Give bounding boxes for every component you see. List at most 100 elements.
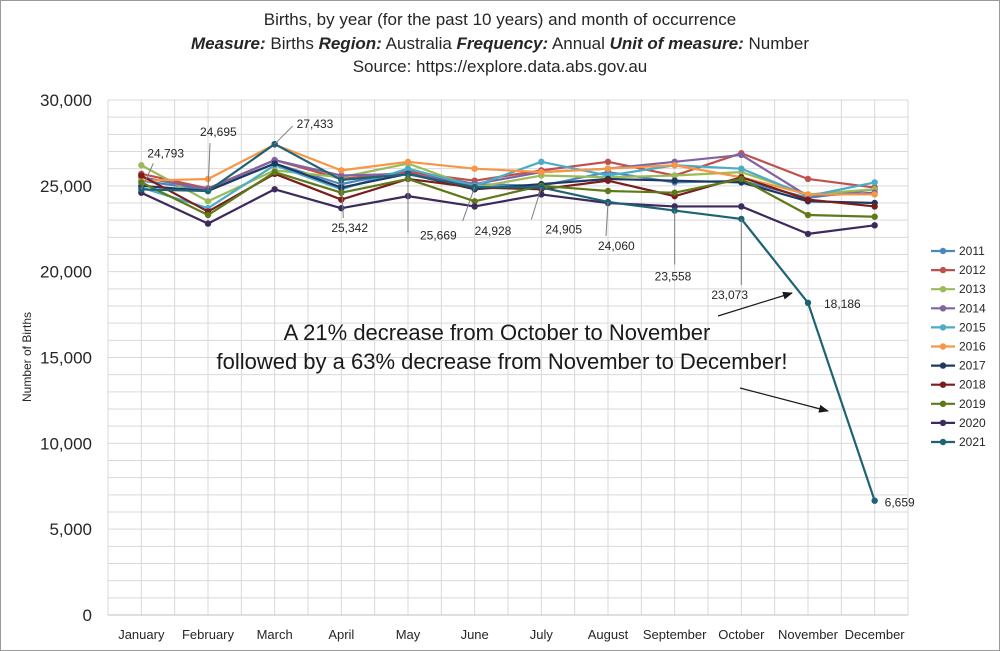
data-point-2020 [804,230,812,238]
data-point-2021 [338,176,345,184]
data-label: 18,186 [824,297,861,311]
x-axis-ticks: January February March April May June July Augu… [118,627,905,642]
data-point-2017 [271,160,278,167]
data-point-2016 [471,165,478,172]
data-labels: 24,793 24,695 27,433 25,342 25,669 24,928 24,9… [147,117,915,510]
legend-label: 2021 [959,435,986,449]
series-2019 [138,168,878,220]
legend-item-2013: 2013 [931,282,986,296]
y-axis-ticks: 0 5,000 10,000 15,000 20,000 25,000 30,000 [40,91,92,625]
data-label: 24,060 [598,239,635,253]
x-tick-label: March [257,627,293,642]
legend-item-2015: 2015 [931,320,986,334]
legend-label: 2011 [959,244,985,258]
data-point-2019 [738,175,745,183]
chart-subtitle: Measure: Births Region: Australia Freque… [0,32,1000,55]
legend-swatch-marker [939,362,947,369]
data-point-2015 [538,158,545,165]
data-label: 24,905 [545,222,582,236]
data-point-2013 [138,162,145,169]
chart-source: Source: https://explore.data.abs.gov.au [352,57,648,76]
chart-title: Births, by year (for the past 10 years) … [263,10,737,29]
data-point-2021 [804,299,812,307]
data-label: 24,928 [475,224,512,238]
legend-swatch-marker [939,305,947,312]
data-label-leader [340,179,344,218]
legend-label: 2013 [959,282,986,296]
series-lines [138,140,878,504]
subtitle-value-measure: Births [270,34,314,53]
x-tick-label: June [461,627,489,642]
legend-label: 2018 [959,378,986,392]
annotation-line-1: A 21% decrease from October to November [284,320,711,345]
x-tick-label: November [778,627,839,642]
y-tick-label: 20,000 [40,263,92,282]
annotation: A 21% decrease from October to November … [216,291,829,413]
data-point-2019 [271,168,278,176]
data-point-2019 [204,211,212,219]
subtitle-value-frequency: Annual [551,34,605,53]
legend-swatch-marker [939,266,947,274]
series-line-2013 [140,162,875,203]
data-point-2014 [338,172,345,179]
x-tick-label: September [643,627,707,642]
annotation-line-2: followed by a 63% decrease from November… [216,349,787,374]
data-point-2020 [871,222,878,229]
subtitle-key-unit: Unit of measure: [609,34,744,53]
legend-label: 2017 [959,359,986,373]
legend-item-2017: 2017 [931,359,986,373]
data-label: 23,073 [711,288,748,302]
y-tick-label: 10,000 [40,434,92,453]
data-point-2016 [204,175,212,183]
y-tick-label: 0 [83,606,92,625]
data-point-2018 [871,203,878,210]
legend-label: 2014 [959,301,986,315]
data-point-2019 [138,179,145,186]
legend-swatch-marker [939,343,947,350]
x-tick-label: October [718,627,765,642]
data-label: 27,433 [297,117,334,131]
annotation-arrow-1 [717,291,793,317]
data-point-2019 [804,211,812,219]
data-point-2018 [604,177,612,184]
legend-label: 2020 [959,416,986,430]
series-line-2020 [140,188,875,235]
x-tick-label: December [845,627,906,642]
subtitle-key-frequency: Frequency: [456,34,549,53]
data-label: 25,669 [420,228,457,242]
data-label-leader [605,201,609,236]
data-point-2021 [871,497,878,504]
x-tick-label: August [588,627,629,642]
legend-item-2018: 2018 [931,378,986,392]
legend-swatch-marker [939,286,947,293]
data-point-2020 [271,186,278,193]
legend-label: 2016 [959,340,986,354]
data-point-2013 [671,172,678,179]
data-point-2015 [738,165,745,172]
subtitle-key-region: Region: [318,34,382,53]
subtitle-value-unit: Number [748,34,809,53]
data-point-2020 [338,204,345,212]
legend-item-2020: 2020 [931,416,986,430]
data-point-2016 [338,167,345,174]
legend-swatch-marker [939,247,947,255]
data-label: 6,659 [885,496,915,510]
data-point-2012 [604,158,612,165]
data-point-2016 [604,165,612,172]
legend-item-2016: 2016 [931,340,986,354]
data-point-2015 [404,165,412,172]
data-label-leaders [140,125,742,285]
legend-swatch-marker [939,419,947,427]
data-label: 23,558 [655,270,692,284]
x-tick-label: January [118,627,165,642]
legend-item-2011: 2011 [931,244,985,258]
legend-label: 2015 [959,320,986,334]
y-tick-label: 30,000 [40,91,92,110]
data-point-2016 [804,191,812,198]
legend-swatch-marker [939,324,947,331]
data-label: 24,695 [200,125,237,139]
data-point-2016 [671,162,678,169]
data-point-2018 [338,196,345,203]
legend-item-2014: 2014 [931,301,986,315]
